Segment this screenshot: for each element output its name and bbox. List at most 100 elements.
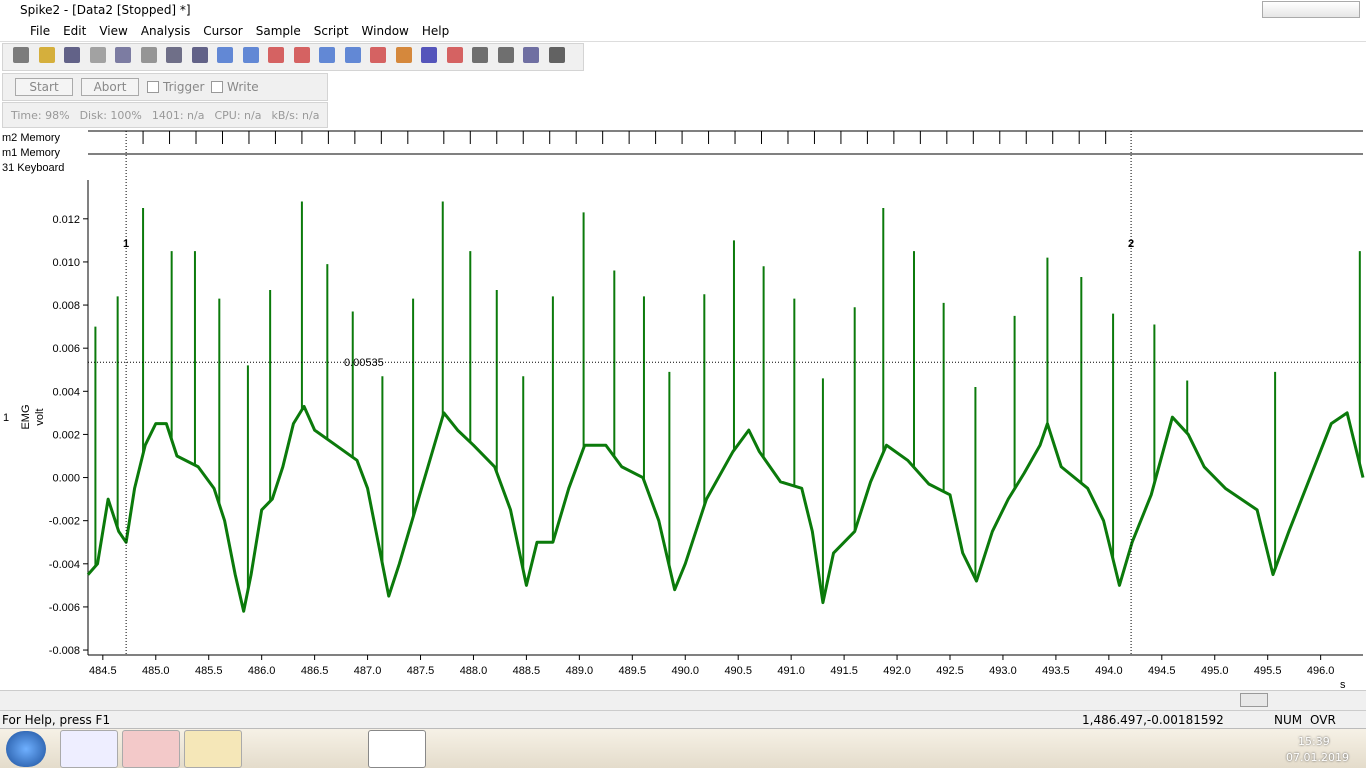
x-unit: s [1340, 679, 1346, 690]
toolbar-icon[interactable] [344, 47, 361, 63]
toolbar-icon[interactable] [268, 47, 284, 63]
x-tick-label: 486.5 [301, 665, 329, 677]
toolbar-icon[interactable] [140, 47, 157, 63]
status-bar: For Help, press F1 1,486.497,-0.00181592… [0, 710, 1366, 728]
toolbar-icon[interactable] [472, 47, 488, 63]
num-indicator: NUM [1274, 713, 1303, 727]
x-tick-label: 487.5 [407, 665, 435, 677]
x-tick-label: 494.0 [1095, 665, 1123, 677]
taskbar: 15:39 07.01.2019 [0, 728, 1366, 768]
toolbar-icon[interactable] [38, 47, 55, 63]
scroll-bar[interactable] [0, 690, 1366, 710]
y-tick-label: -0.008 [49, 645, 80, 657]
menu-item[interactable]: View [99, 24, 128, 38]
clock-date: 07.01.2019 [1286, 751, 1349, 764]
menu-item[interactable]: Cursor [203, 24, 243, 38]
channel-label: m2 Memory [2, 132, 61, 144]
menu-bar: File Edit View Analysis Cursor Sample Script Wi… [0, 22, 1366, 42]
scroll-thumb[interactable] [1240, 693, 1268, 707]
sample-bar: Start Abort Trigger Write [2, 73, 328, 101]
checkbox[interactable] [147, 81, 159, 93]
taskbar-app[interactable] [184, 730, 242, 768]
toolbar-icon[interactable] [370, 47, 386, 63]
channel-number: 1 [3, 412, 9, 424]
toolbar [2, 43, 584, 71]
x-tick-label: 493.0 [989, 665, 1017, 677]
menu-item[interactable]: Analysis [140, 24, 191, 38]
y-tick-label: -0.006 [49, 602, 80, 614]
toolbar-icon[interactable] [523, 47, 539, 63]
chart: m2 Memory m1 Memory 31 Keyboard -0.008 -0.00… [2, 130, 1365, 690]
toolbar-icon[interactable] [217, 47, 233, 63]
toolbar-icon[interactable] [421, 47, 437, 63]
horizontal-cursor-label: 0.00535 [344, 357, 384, 369]
x-tick-label: 491.0 [777, 665, 805, 677]
toolbar-icon[interactable] [293, 47, 310, 63]
status-bar-top: Time: 98% Disk: 100% 1401: n/a CPU: n/a kB/s… [2, 102, 328, 128]
toolbar-icon[interactable] [242, 47, 259, 63]
menu-item[interactable]: Window [361, 24, 409, 38]
toolbar-icon[interactable] [115, 47, 131, 63]
x-tick-label: 485.0 [142, 665, 170, 677]
toolbar-icon[interactable] [89, 47, 106, 63]
x-tick-label: 495.5 [1254, 665, 1282, 677]
menu-item[interactable]: Help [421, 24, 450, 38]
toolbar-icon[interactable] [395, 47, 412, 63]
channel-label: m1 Memory [2, 147, 61, 159]
x-tick-label: 490.5 [724, 665, 752, 677]
taskbar-app[interactable] [368, 730, 426, 768]
x-tick-label: 487.0 [354, 665, 382, 677]
toolbar-icon[interactable] [497, 47, 514, 63]
start-orb[interactable] [6, 731, 46, 767]
status-field: 1401: n/a [151, 109, 205, 122]
toolbar-icon[interactable] [64, 47, 80, 63]
menu-item[interactable]: File [30, 24, 51, 38]
menu-item[interactable]: Script [313, 24, 349, 38]
cursor-label: 2 [1128, 238, 1134, 250]
y-tick-label: 0.010 [52, 257, 80, 269]
y-tick-label: 0.004 [52, 386, 80, 398]
cursor-position: 1,486.497,-0.00181592 [1082, 713, 1224, 727]
toolbar-icon[interactable] [13, 47, 29, 63]
start-button[interactable]: Start [15, 78, 73, 96]
trace [86, 404, 1365, 613]
toolbar-icon[interactable] [548, 47, 565, 63]
taskbar-app[interactable] [60, 730, 118, 768]
taskbar-app[interactable] [122, 730, 180, 768]
x-tick-label: 492.0 [883, 665, 911, 677]
channel-label: 31 Keyboard [2, 162, 64, 174]
status-field: kB/s: n/a [271, 109, 320, 122]
x-tick-label: 488.0 [460, 665, 488, 677]
x-tick-label: 493.5 [1042, 665, 1070, 677]
abort-button[interactable]: Abort [81, 78, 139, 96]
x-tick-label: 489.0 [566, 665, 594, 677]
window-controls[interactable] [1262, 1, 1360, 18]
status-field: Disk: 100% [79, 109, 142, 122]
checkbox[interactable] [211, 81, 223, 93]
x-tick-label: 492.5 [936, 665, 964, 677]
y-tick-label: 0.002 [52, 429, 80, 441]
status-field: CPU: n/a [214, 109, 262, 122]
x-tick-label: 488.5 [513, 665, 541, 677]
menu: File Edit View Analysis Cursor Sample Script Wi… [30, 24, 462, 38]
toolbar-icon[interactable] [319, 47, 335, 63]
x-tick-label: 490.0 [671, 665, 699, 677]
x-tick-label: 494.5 [1148, 665, 1176, 677]
toolbar-icon[interactable] [191, 47, 208, 63]
y-unit: volt [34, 408, 46, 425]
menu-item[interactable]: Sample [255, 24, 301, 38]
status-field: Time: 98% [11, 109, 70, 122]
y-tick-label: 0.012 [52, 214, 80, 226]
trigger-label: Trigger [163, 80, 205, 94]
toolbar-icon[interactable] [446, 47, 463, 63]
cursor-label: 1 [123, 238, 129, 250]
x-tick-label: 484.5 [89, 665, 117, 677]
toolbar-icon[interactable] [166, 47, 182, 63]
x-tick-label: 496.0 [1307, 665, 1335, 677]
x-tick-label: 489.5 [619, 665, 647, 677]
menu-item[interactable]: Edit [63, 24, 87, 38]
x-tick-label: 485.5 [195, 665, 223, 677]
y-tick-label: 0.006 [52, 343, 80, 355]
x-tick-label: 491.5 [830, 665, 858, 677]
